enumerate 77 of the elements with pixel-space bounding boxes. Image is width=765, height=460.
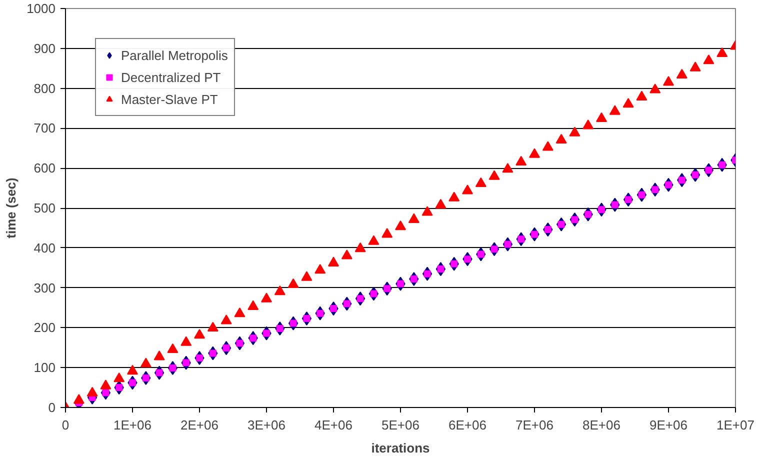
point bbox=[556, 134, 567, 144]
point bbox=[502, 163, 514, 173]
point bbox=[73, 394, 84, 404]
point bbox=[180, 336, 192, 346]
point bbox=[448, 192, 460, 202]
point bbox=[114, 372, 125, 382]
point bbox=[650, 84, 661, 94]
y-tick-label: 200 bbox=[34, 320, 56, 336]
x-tick-label: 9E+06 bbox=[650, 418, 688, 432]
point bbox=[542, 141, 554, 151]
y-tick-label: 300 bbox=[34, 280, 56, 296]
x-tick-label: 2E+06 bbox=[180, 418, 218, 432]
point bbox=[596, 112, 607, 122]
x-tick-label: 4E+06 bbox=[314, 418, 352, 432]
point bbox=[395, 220, 406, 230]
point bbox=[140, 358, 152, 368]
point bbox=[422, 206, 433, 216]
y-tick-label: 600 bbox=[34, 160, 56, 176]
point bbox=[622, 98, 634, 108]
point bbox=[716, 47, 728, 57]
point bbox=[220, 314, 232, 324]
x-tick-label: 1E+07 bbox=[716, 418, 754, 432]
point bbox=[167, 343, 178, 354]
point bbox=[301, 271, 312, 281]
point bbox=[100, 380, 112, 390]
point bbox=[475, 177, 486, 188]
point bbox=[248, 300, 259, 310]
point bbox=[194, 329, 205, 339]
y-tick-label: 700 bbox=[34, 120, 56, 136]
legend-label: Parallel Metropolis bbox=[121, 48, 228, 62]
point bbox=[354, 242, 366, 252]
y-tick-label: 1000 bbox=[26, 1, 56, 16]
point bbox=[488, 170, 500, 180]
point bbox=[382, 228, 393, 238]
y-tick-label: 100 bbox=[34, 360, 56, 376]
x-axis-title: iterations bbox=[371, 440, 430, 456]
y-tick-label: 500 bbox=[34, 200, 56, 216]
x-tick-label: 6E+06 bbox=[448, 418, 486, 432]
point bbox=[529, 148, 540, 158]
point bbox=[102, 389, 110, 396]
point bbox=[207, 322, 218, 332]
point bbox=[516, 156, 527, 166]
x-tick-label: 1E+06 bbox=[114, 418, 152, 432]
point bbox=[261, 292, 272, 302]
point bbox=[314, 264, 326, 274]
point bbox=[703, 54, 714, 64]
y-tick-label: 800 bbox=[34, 80, 56, 96]
point bbox=[86, 386, 98, 397]
legend-label: Master-Slave PT bbox=[121, 92, 218, 106]
point bbox=[274, 286, 286, 296]
x-tick-label: 0 bbox=[62, 418, 70, 432]
point bbox=[569, 126, 580, 136]
point bbox=[288, 278, 299, 288]
point bbox=[676, 68, 688, 79]
x-tick-label: 5E+06 bbox=[382, 418, 420, 432]
y-tick-label: 900 bbox=[34, 40, 56, 56]
point bbox=[154, 350, 165, 360]
point bbox=[234, 307, 246, 318]
point bbox=[408, 213, 420, 223]
point bbox=[609, 105, 620, 115]
x-tick-label: 3E+06 bbox=[248, 418, 286, 432]
point bbox=[341, 250, 352, 260]
point bbox=[462, 184, 473, 194]
point bbox=[663, 76, 674, 86]
y-axis-title: time (sec) bbox=[4, 178, 19, 238]
point bbox=[127, 364, 138, 375]
x-tick-label: 7E+06 bbox=[516, 418, 554, 432]
point bbox=[435, 198, 446, 209]
x-tick-label: 8E+06 bbox=[582, 418, 620, 432]
legend-label: Decentralized PT bbox=[121, 70, 221, 84]
point bbox=[328, 256, 339, 266]
y-tick-label: 0 bbox=[48, 400, 56, 415]
y-tick-label: 400 bbox=[34, 240, 56, 256]
point bbox=[636, 90, 648, 100]
point bbox=[690, 62, 701, 72]
point bbox=[582, 120, 594, 130]
point bbox=[368, 235, 380, 245]
